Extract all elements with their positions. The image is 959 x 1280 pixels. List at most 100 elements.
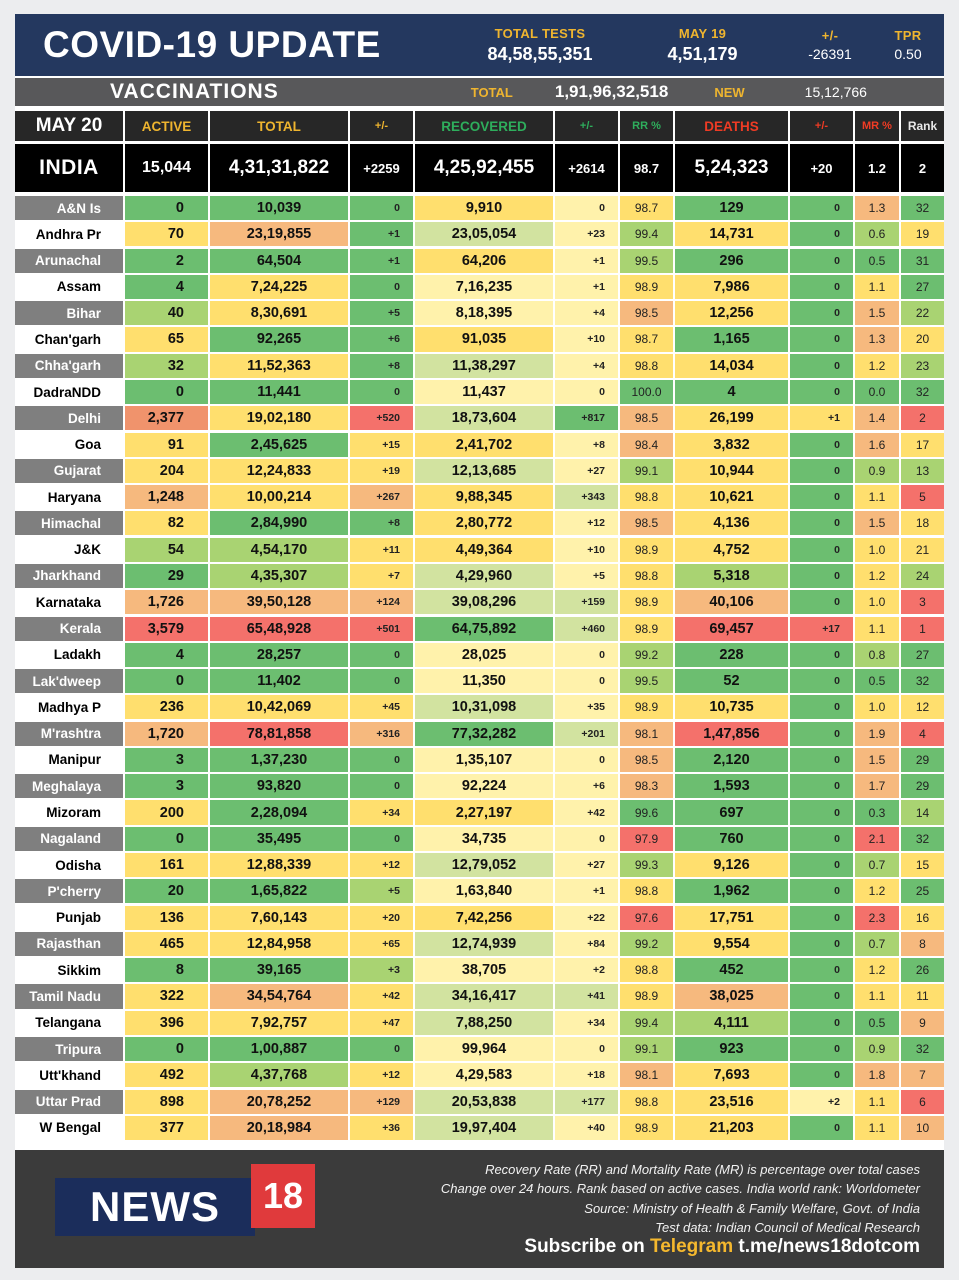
cell-mr-percent: 1.2 [855,353,899,378]
cell-total-change: +1 [350,248,413,273]
cell-rank: 3 [901,590,944,615]
cell-deaths: 26,199 [675,406,788,431]
cell-active: 465 [125,931,208,956]
vaccinations-total-value: 1,91,96,32,518 [554,82,669,101]
state-label: Rajasthan [15,931,123,956]
india-recovered-change: +2614 [555,144,618,192]
india-rr-percent: 98.7 [620,144,673,192]
cell-deaths-change: 0 [790,353,853,378]
news18-logo: NEWS 18 [55,1163,315,1236]
cell-recovered-change: +8 [555,432,618,457]
state-label: Lak'dweep [15,669,123,694]
subscribe-line: Subscribe on Telegram t.me/news18dotcom [524,1236,920,1258]
cell-rank: 15 [901,853,944,878]
cell-total: 39,165 [210,958,348,983]
cell-rr-percent: 98.1 [620,1063,673,1088]
cell-rr-percent: 99.2 [620,931,673,956]
cell-rank: 13 [901,458,944,483]
cell-deaths-change: 0 [790,984,853,1009]
cell-rank: 20 [901,327,944,352]
stat-may19: MAY 19 4,51,179 [620,26,785,65]
cell-recovered-change: +5 [555,563,618,589]
cell-total: 34,54,764 [210,984,348,1009]
title-banner: COVID-19 UPDATE TOTAL TESTS 84,58,55,351… [15,14,944,76]
cell-recovered-change: +84 [555,931,618,956]
cell-rr-percent: 99.4 [620,222,673,247]
cell-rr-percent: 99.1 [620,458,673,483]
cell-total: 28,257 [210,642,348,667]
cell-rr-percent: 99.6 [620,800,673,825]
cell-deaths-change: 0 [790,695,853,720]
cell-total: 23,19,855 [210,222,348,247]
cell-deaths: 1,962 [675,879,788,904]
cell-mr-percent: 1.8 [855,1063,899,1088]
cell-recovered-change: 0 [555,826,618,851]
cell-deaths: 17,751 [675,905,788,930]
cell-recovered: 34,16,417 [415,984,553,1009]
cell-active: 65 [125,327,208,352]
cell-deaths-change: 0 [790,327,853,352]
cell-total: 10,039 [210,196,348,221]
india-recovered: 4,25,92,455 [415,144,553,192]
cell-rank: 11 [901,984,944,1009]
cell-mr-percent: 1.1 [855,274,899,299]
cell-rr-percent: 98.9 [620,274,673,299]
state-label: Chan'garh [15,327,123,352]
cell-deaths-change: 0 [790,853,853,878]
cell-total: 4,37,768 [210,1063,348,1088]
india-total: 4,31,31,822 [210,144,348,192]
cell-deaths: 9,126 [675,853,788,878]
footnote-line: Source: Ministry of Health & Family Welf… [584,1200,920,1216]
table-row: DadraNDD 0 11,441 0 11,437 0 100.0 4 0 0.0 32 [15,379,944,405]
state-label: Mizoram [15,800,123,825]
cell-recovered: 7,42,256 [415,905,553,930]
cell-mr-percent: 1.9 [855,721,899,746]
cell-recovered: 92,224 [415,774,553,799]
state-label: M'rashtra [15,721,123,746]
header-date: MAY 20 [15,111,123,141]
cell-total-change: 0 [350,274,413,299]
cell-recovered: 11,350 [415,669,553,694]
state-label: Haryana [15,485,123,510]
cell-total: 12,24,833 [210,458,348,483]
cell-mr-percent: 1.0 [855,590,899,615]
cell-recovered-change: +6 [555,774,618,799]
cell-rank: 17 [901,432,944,457]
cell-total: 7,60,143 [210,905,348,930]
cell-deaths-change: +2 [790,1089,853,1114]
cell-active: 1,720 [125,721,208,746]
cell-total: 19,02,180 [210,406,348,431]
cell-recovered: 2,41,702 [415,432,553,457]
stat-label: +/- [821,28,839,43]
table-row: Uttar Prad 898 20,78,252 +129 20,53,838 +177 9… [15,1089,944,1114]
cell-total: 92,265 [210,327,348,352]
cell-total-change: 0 [350,774,413,799]
cell-deaths-change: 0 [790,537,853,562]
cell-rank: 32 [901,379,944,405]
cell-active: 0 [125,379,208,405]
cell-rr-percent: 98.9 [620,984,673,1009]
header-recovered-change: +/- [555,111,618,141]
cell-rank: 25 [901,879,944,904]
cell-rank: 32 [901,1037,944,1062]
cell-mr-percent: 0.5 [855,669,899,694]
footnote-line: Test data: Indian Council of Medical Res… [655,1220,920,1236]
cell-deaths-change: 0 [790,931,853,956]
cell-recovered-change: 0 [555,669,618,694]
header-mr-percent: MR % [855,111,899,141]
cell-recovered: 91,035 [415,327,553,352]
cell-recovered-change: +201 [555,721,618,746]
cell-recovered: 10,31,098 [415,695,553,720]
cell-deaths-change: 0 [790,826,853,851]
header-deaths: DEATHS [675,111,788,141]
cell-rr-percent: 98.7 [620,327,673,352]
cell-deaths: 4,752 [675,537,788,562]
cell-total: 20,78,252 [210,1089,348,1114]
cell-active: 40 [125,301,208,326]
cell-rr-percent: 98.7 [620,196,673,221]
stat-value: -26391 [808,46,852,62]
cell-recovered: 4,29,960 [415,563,553,589]
cell-total: 4,35,307 [210,563,348,589]
cell-deaths: 1,593 [675,774,788,799]
table-row: Madhya P 236 10,42,069 +45 10,31,098 +35 98.9 1… [15,695,944,720]
